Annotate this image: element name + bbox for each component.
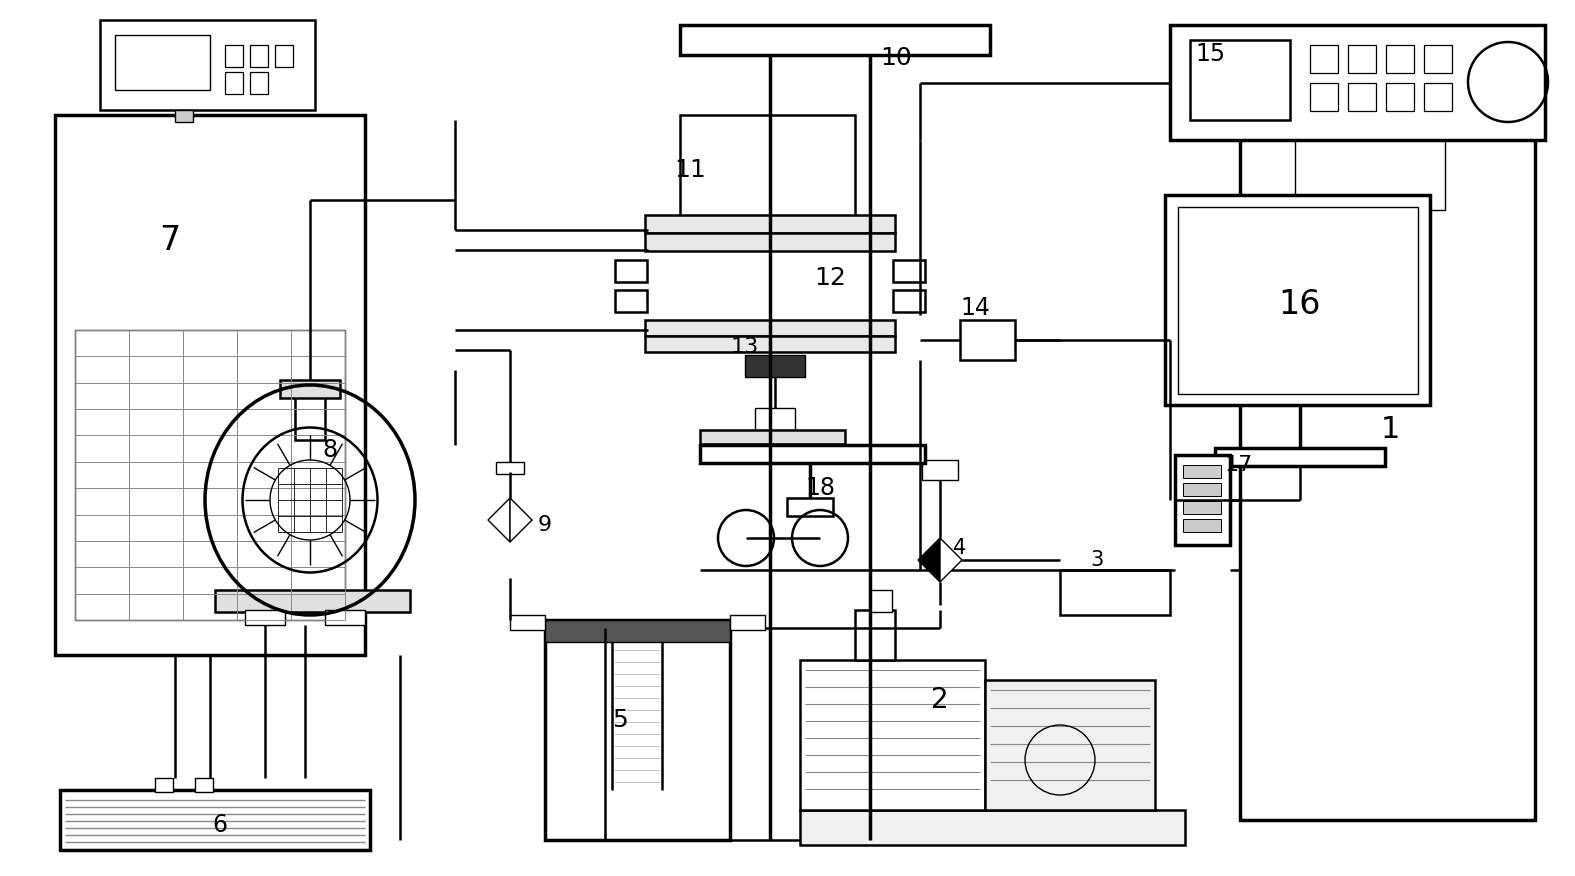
- Bar: [195, 778, 213, 792]
- Bar: [324, 610, 365, 625]
- Text: 14: 14: [961, 296, 991, 320]
- Bar: [893, 260, 925, 282]
- Polygon shape: [488, 498, 510, 542]
- Bar: [295, 390, 324, 440]
- Text: 10: 10: [880, 46, 912, 70]
- Text: 16: 16: [1279, 288, 1321, 321]
- Bar: [984, 680, 1154, 810]
- Bar: [76, 330, 345, 620]
- Bar: [55, 115, 365, 655]
- Bar: [800, 810, 1184, 845]
- Bar: [1214, 448, 1384, 466]
- Text: 7: 7: [159, 223, 181, 257]
- Bar: [646, 233, 895, 251]
- Bar: [545, 620, 729, 840]
- Bar: [745, 355, 805, 377]
- Bar: [510, 615, 545, 630]
- Bar: [246, 610, 285, 625]
- Bar: [276, 45, 293, 67]
- Bar: [250, 72, 268, 94]
- Bar: [1424, 83, 1452, 111]
- Bar: [1183, 465, 1221, 478]
- Bar: [699, 445, 925, 463]
- Text: 8: 8: [323, 438, 337, 462]
- Bar: [1178, 207, 1418, 394]
- Text: 18: 18: [805, 476, 835, 500]
- Text: 17: 17: [1225, 455, 1254, 475]
- Bar: [869, 590, 891, 612]
- Bar: [646, 215, 895, 233]
- Bar: [646, 320, 895, 336]
- Bar: [921, 460, 958, 480]
- Bar: [893, 290, 925, 312]
- Bar: [216, 590, 410, 612]
- Bar: [60, 790, 370, 850]
- Bar: [496, 462, 524, 474]
- Bar: [855, 610, 895, 660]
- Bar: [646, 336, 895, 352]
- Bar: [99, 20, 315, 110]
- Polygon shape: [918, 538, 940, 582]
- Bar: [699, 430, 846, 444]
- Text: 2: 2: [931, 686, 948, 714]
- Bar: [175, 110, 194, 122]
- Text: 4: 4: [953, 538, 967, 558]
- Bar: [788, 498, 833, 516]
- Bar: [1295, 110, 1444, 210]
- Bar: [614, 290, 647, 312]
- Bar: [1166, 195, 1430, 405]
- Bar: [754, 408, 795, 430]
- Text: 6: 6: [213, 813, 227, 837]
- Bar: [680, 25, 991, 55]
- Bar: [1386, 45, 1414, 73]
- Bar: [1191, 40, 1290, 120]
- Bar: [154, 778, 173, 792]
- Bar: [1183, 501, 1221, 514]
- Bar: [1424, 45, 1452, 73]
- Bar: [729, 615, 765, 630]
- Bar: [250, 45, 268, 67]
- Text: 9: 9: [539, 515, 553, 535]
- Bar: [1175, 455, 1230, 545]
- Text: 13: 13: [731, 337, 759, 357]
- Text: 12: 12: [814, 266, 846, 290]
- Bar: [115, 35, 209, 90]
- Bar: [1310, 45, 1339, 73]
- Bar: [1240, 85, 1536, 820]
- Bar: [1348, 83, 1377, 111]
- Bar: [545, 620, 729, 642]
- Bar: [225, 45, 243, 67]
- Text: 3: 3: [1090, 550, 1102, 570]
- Text: 1: 1: [1380, 415, 1400, 444]
- Bar: [225, 72, 243, 94]
- Text: 15: 15: [1195, 42, 1225, 66]
- Bar: [1310, 83, 1339, 111]
- Text: 11: 11: [674, 158, 706, 182]
- Text: 5: 5: [613, 708, 628, 732]
- Bar: [1170, 25, 1545, 140]
- Bar: [800, 660, 984, 810]
- Bar: [1386, 83, 1414, 111]
- Bar: [1183, 483, 1221, 496]
- Bar: [280, 380, 340, 398]
- Bar: [1348, 45, 1377, 73]
- Bar: [1060, 570, 1170, 615]
- Polygon shape: [510, 498, 532, 542]
- Bar: [614, 260, 647, 282]
- Polygon shape: [940, 538, 962, 582]
- Bar: [680, 115, 855, 235]
- Bar: [1183, 519, 1221, 532]
- Bar: [961, 320, 1014, 360]
